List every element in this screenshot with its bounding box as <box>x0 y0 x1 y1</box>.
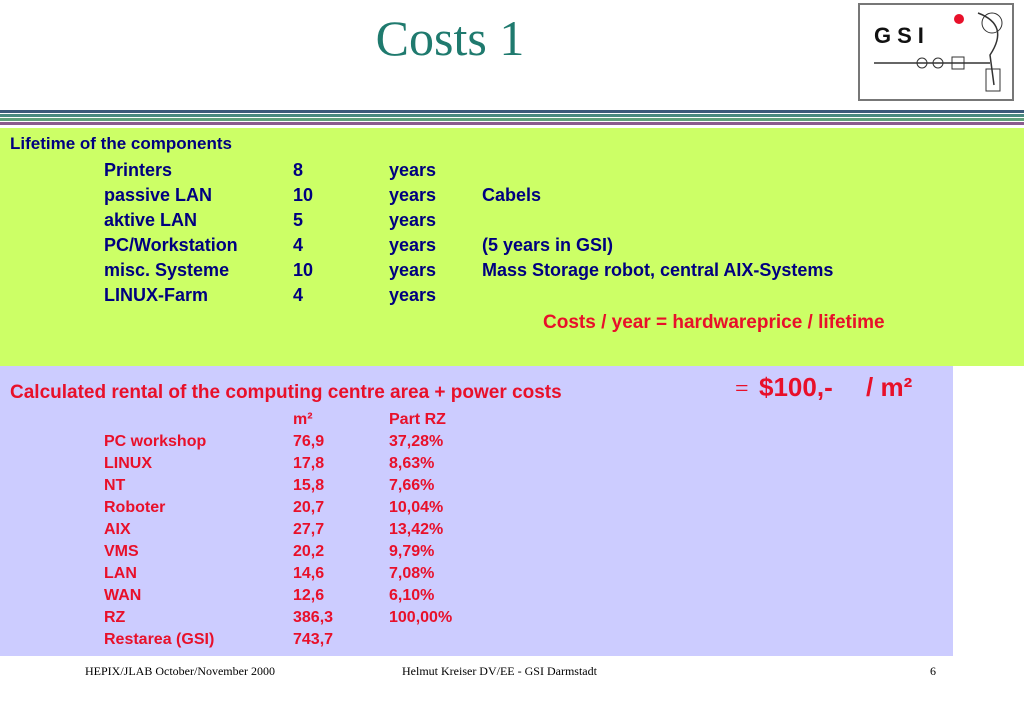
area-part: 6,10% <box>389 587 435 604</box>
area-name: WAN <box>104 587 142 604</box>
component-name: LINUX-Farm <box>104 285 209 305</box>
gsi-logo-icon: GSI <box>858 3 1014 101</box>
rental-equals: = <box>735 376 749 402</box>
area-part: 10,04% <box>389 499 444 516</box>
rental-unit: / m² <box>866 372 913 402</box>
area-name: AIX <box>104 521 131 538</box>
area-name: VMS <box>104 543 139 560</box>
area-name: Roboter <box>104 499 166 516</box>
component-note: Mass Storage robot, central AIX-Systems <box>482 260 834 280</box>
component-years: 5 <box>293 210 304 230</box>
area-value: 17,8 <box>293 455 325 472</box>
component-unit: years <box>389 235 437 255</box>
component-unit: years <box>389 160 437 180</box>
area-value: 20,7 <box>293 499 325 516</box>
component-name: aktive LAN <box>104 210 198 230</box>
area-value: 15,8 <box>293 477 325 494</box>
component-name: misc. Systeme <box>104 260 230 280</box>
slide-title: Costs 1 <box>375 10 525 66</box>
area-name: LINUX <box>104 455 152 472</box>
area-name: Restarea (GSI) <box>104 631 215 648</box>
component-note: Cabels <box>482 185 542 205</box>
component-years: 8 <box>293 160 304 180</box>
lifetime-heading: Lifetime of the components <box>10 134 232 153</box>
page-number: 6 <box>930 664 936 678</box>
component-unit: years <box>389 210 437 230</box>
area-part: 13,42% <box>389 521 444 538</box>
component-unit: years <box>389 260 437 280</box>
area-value: 743,7 <box>293 631 334 648</box>
area-value: 76,9 <box>293 433 325 450</box>
footer-event: HEPIX/JLAB October/November 2000 <box>85 664 275 678</box>
area-part: 8,63% <box>389 455 435 472</box>
area-part: 9,79% <box>389 543 435 560</box>
component-unit: years <box>389 185 437 205</box>
footer-author: Helmut Kreiser DV/EE - GSI Darmstadt <box>402 664 597 678</box>
area-value: 27,7 <box>293 521 325 538</box>
component-name: Printers <box>104 160 173 180</box>
component-note: (5 years in GSI) <box>482 235 614 255</box>
part-column-header: Part RZ <box>389 411 446 428</box>
title-divider <box>0 110 1024 128</box>
component-name: passive LAN <box>104 185 213 205</box>
cost-formula: Costs / year = hardwareprice / lifetime <box>543 312 885 333</box>
area-value: 12,6 <box>293 587 325 604</box>
rental-text: Calculated rental of the computing centr… <box>10 382 562 403</box>
component-years: 4 <box>293 235 304 255</box>
area-name: LAN <box>104 565 137 582</box>
component-years: 10 <box>293 185 314 205</box>
lifetime-panel <box>0 128 1024 366</box>
area-name: NT <box>104 477 126 494</box>
area-value: 14,6 <box>293 565 325 582</box>
rental-panel <box>0 366 953 656</box>
component-years: 4 <box>293 285 304 305</box>
component-years: 10 <box>293 260 314 280</box>
area-part: 37,28% <box>389 433 444 450</box>
area-value: 386,3 <box>293 609 334 626</box>
component-name: PC/Workstation <box>104 235 238 255</box>
component-unit: years <box>389 285 437 305</box>
area-part: 7,66% <box>389 477 435 494</box>
area-name: RZ <box>104 609 126 626</box>
rental-amount: $100,- <box>759 372 833 402</box>
area-part: 100,00% <box>389 609 453 626</box>
area-column-header: m² <box>293 411 313 428</box>
area-name: PC workshop <box>104 433 207 450</box>
area-part: 7,08% <box>389 565 435 582</box>
logo-text: GSI <box>874 23 930 48</box>
area-value: 20,2 <box>293 543 325 560</box>
